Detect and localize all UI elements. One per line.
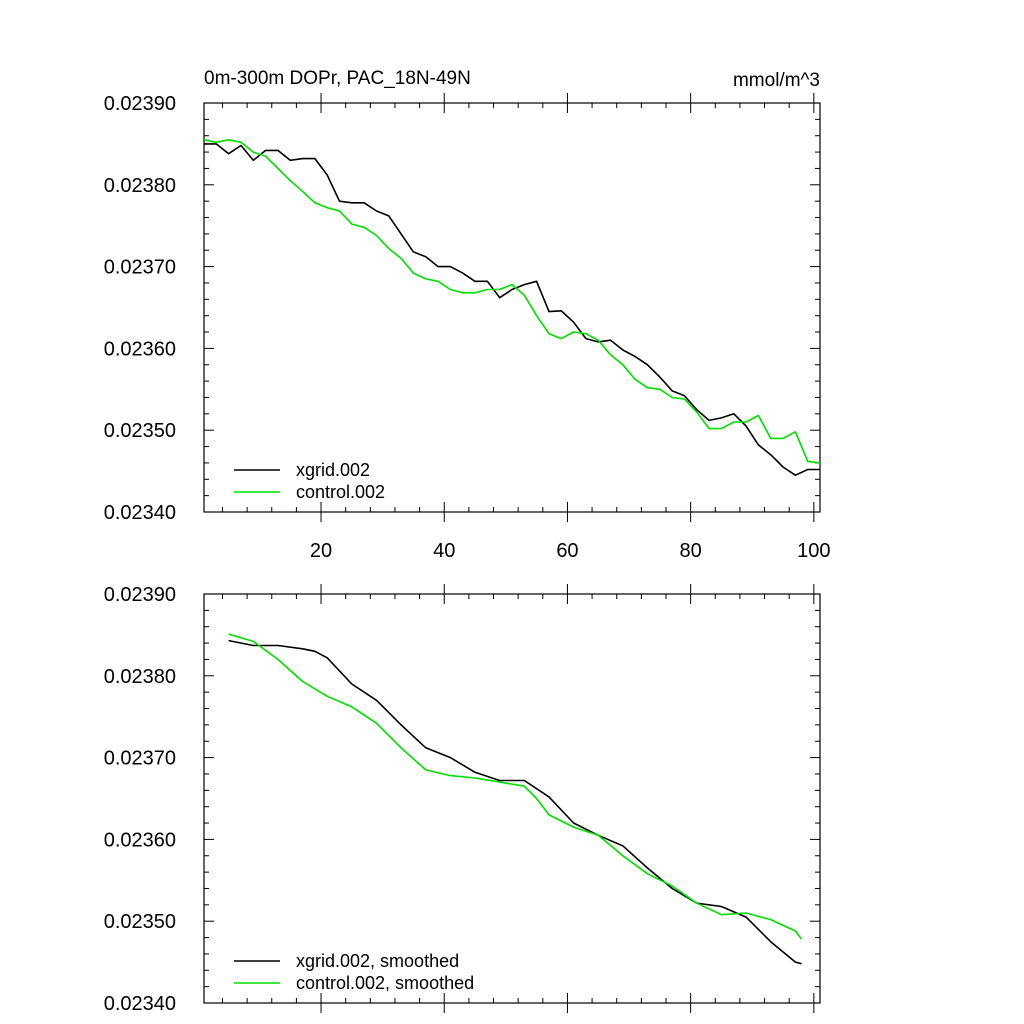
x-tick-label: 100	[797, 540, 830, 562]
y-tick-label: 0.02380	[104, 175, 176, 197]
legend-label-control: control.002, smoothed	[296, 973, 474, 993]
x-tick-label: 60	[556, 540, 578, 562]
series-line-xgrid	[228, 639, 802, 965]
lower-panel: 0.02340 0.02350 0.02360 0.02370 0.02380 0.023…	[104, 584, 821, 1015]
y-tick-label: 0.02350	[104, 911, 176, 933]
y-tick-label: 0.02350	[104, 420, 176, 442]
series-line-xgrid	[204, 143, 820, 477]
series-line-control	[203, 139, 821, 464]
legend-label-control: control.002	[296, 482, 385, 502]
x-tick-label: 20	[310, 540, 332, 562]
y-tick-label: 0.02340	[104, 993, 176, 1015]
legend-label-xgrid: xgrid.002, smoothed	[296, 951, 459, 971]
chart-units-label: mmol/m^3	[733, 70, 820, 91]
y-tick-label: 0.02370	[104, 748, 176, 770]
plot-frame	[203, 593, 821, 1004]
y-tick-label: 0.02360	[104, 338, 176, 360]
legend-label-xgrid: xgrid.002	[296, 460, 370, 480]
y-tick-label: 0.02340	[104, 502, 176, 524]
y-tick-label: 0.02380	[104, 666, 176, 688]
x-tick-label: 40	[433, 540, 455, 562]
y-tick-label: 0.02390	[104, 584, 176, 606]
y-tick-label: 0.02390	[104, 93, 176, 115]
x-tick-label: 80	[680, 540, 702, 562]
chart-title: 0m-300m DOPr, PAC_18N-49N	[204, 68, 471, 89]
y-tick-label: 0.02370	[104, 257, 176, 279]
upper-panel: 0.02340 0.02350 0.02360 0.02370 0.02380 0.023…	[104, 93, 831, 562]
series-line-control	[228, 633, 803, 940]
plot-frame	[203, 102, 821, 513]
y-tick-label: 0.02360	[104, 829, 176, 851]
